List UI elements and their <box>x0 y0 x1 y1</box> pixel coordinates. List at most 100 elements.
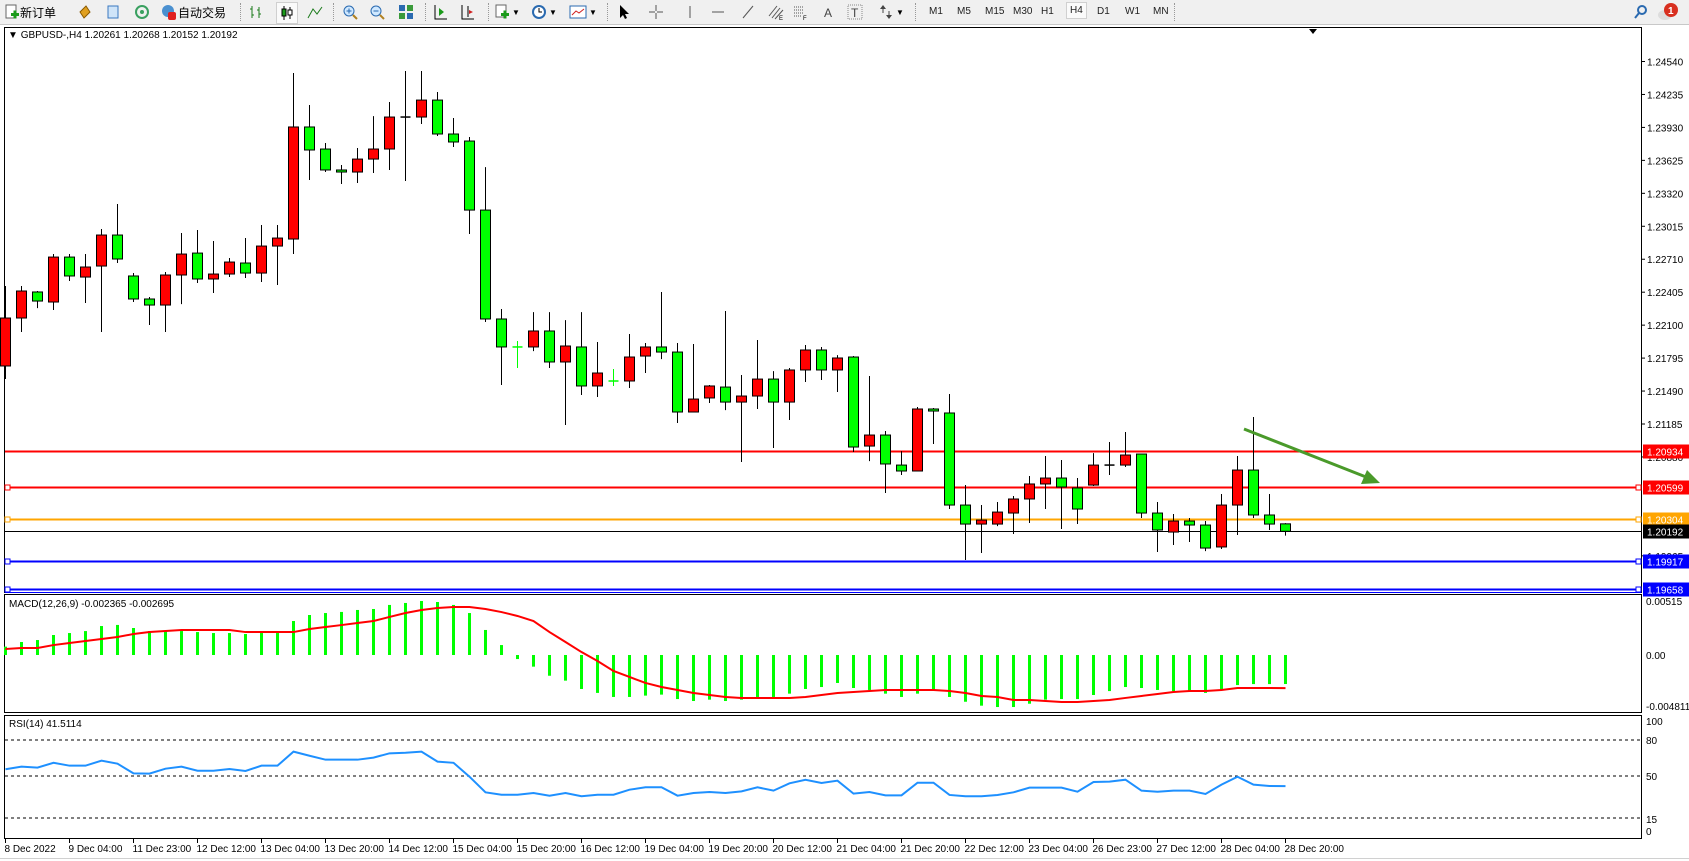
text-icon: A <box>824 6 832 20</box>
level-price-label: 1.20192 <box>1647 528 1684 539</box>
templates-button[interactable]: ▼ <box>569 2 597 22</box>
notifications-button[interactable]: 1 <box>1656 2 1680 22</box>
time-tick-label: 28 Dec 04:00 <box>1221 844 1281 855</box>
periods-button[interactable]: ▼ <box>531 2 557 22</box>
symbol-label: GBPUSD-,H4 <box>21 30 83 41</box>
line-chart-button[interactable] <box>306 2 324 22</box>
candle <box>160 271 171 333</box>
macd-histogram-bar <box>900 655 903 697</box>
time-tick-label: 26 Dec 23:00 <box>1093 844 1153 855</box>
trend-arrow-line[interactable] <box>1243 427 1367 479</box>
timeframe-h4[interactable]: H4 <box>1066 2 1087 19</box>
candle <box>1072 478 1083 525</box>
svg-text:F: F <box>803 16 807 20</box>
candle-body <box>672 351 683 413</box>
candle-body <box>1248 469 1259 516</box>
candle <box>560 320 571 425</box>
arrows-button[interactable]: ▼ <box>878 2 904 22</box>
price-tick-label: 1.23320 <box>1647 189 1684 200</box>
zoom-in-button[interactable] <box>341 2 359 22</box>
candle <box>384 102 395 170</box>
candle <box>80 254 91 303</box>
text-button[interactable]: A <box>820 2 838 22</box>
vertical-line-button[interactable] <box>681 2 699 22</box>
market-watch-button[interactable] <box>76 2 94 22</box>
trend-arrow[interactable] <box>1243 427 1380 484</box>
timeframe-m15[interactable]: M15 <box>985 6 1005 17</box>
candle-body <box>640 346 651 357</box>
price-tick-label: 1.23015 <box>1647 222 1684 233</box>
macd-histogram-bar <box>532 655 535 667</box>
candlestick-button[interactable] <box>276 2 298 24</box>
candle-body <box>224 261 235 275</box>
auto-trading-button[interactable]: 自动交易 <box>160 2 226 22</box>
macd-histogram-bar <box>788 655 791 694</box>
candle <box>32 290 43 309</box>
timeframe-h1[interactable]: H1 <box>1041 6 1054 17</box>
chart-shift-button[interactable] <box>458 2 476 22</box>
candle-body <box>1072 487 1083 510</box>
fibonacci-button[interactable]: F <box>791 2 809 22</box>
macd-histogram-bar <box>660 655 663 695</box>
timeframe-m5[interactable]: M5 <box>957 6 971 17</box>
candle-body <box>1008 498 1019 514</box>
time-tick-label: 20 Dec 12:00 <box>773 844 833 855</box>
candle <box>1152 502 1163 553</box>
timeframe-d1[interactable]: D1 <box>1097 6 1110 17</box>
zoom-out-button[interactable] <box>368 2 386 22</box>
timeframe-m1[interactable]: M1 <box>929 6 943 17</box>
candle-body <box>80 266 91 278</box>
candle-body <box>464 140 475 211</box>
time-tick-label: 16 Dec 12:00 <box>581 844 641 855</box>
new-order-button[interactable]: 新订单 <box>4 2 56 22</box>
candle <box>1168 514 1179 546</box>
signals-button[interactable] <box>133 2 151 22</box>
macd-histogram-bar <box>68 633 71 655</box>
macd-histogram-bar <box>1268 655 1271 685</box>
chart-shift-marker-icon[interactable] <box>1309 29 1317 34</box>
horizontal-line-button[interactable] <box>709 2 727 22</box>
candle <box>1056 459 1067 530</box>
text-label-button[interactable]: T <box>846 2 864 22</box>
level-line-1.19658: 1.19658 <box>4 582 1689 597</box>
time-tick-label: 15 Dec 04:00 <box>453 844 513 855</box>
search-icon <box>1634 5 1647 19</box>
macd-histogram-bar <box>1124 655 1127 688</box>
auto-scroll-button[interactable] <box>431 2 449 22</box>
candle <box>1024 475 1035 523</box>
macd-histogram-bar <box>500 645 503 655</box>
candle <box>528 312 539 352</box>
indicators-button[interactable]: ▼ <box>494 2 520 22</box>
time-tick-label: 8 Dec 2022 <box>5 844 57 855</box>
candle-body <box>0 317 11 367</box>
level-marker-left <box>4 586 11 593</box>
dropdown-arrow-icon: ▼ <box>896 7 904 17</box>
macd-histogram-bar <box>1252 655 1255 685</box>
candle-body <box>848 356 859 448</box>
trendline-button[interactable] <box>739 2 757 22</box>
timeframe-mn[interactable]: MN <box>1153 6 1169 17</box>
tile-windows-icon <box>399 5 413 19</box>
candle <box>816 346 827 381</box>
equidistant-channel-button[interactable]: E <box>767 2 785 22</box>
navigator-button[interactable] <box>104 2 122 22</box>
timeframe-m30[interactable]: M30 <box>1013 6 1033 17</box>
candle <box>720 310 731 411</box>
candle-body <box>336 169 347 173</box>
search-button[interactable] <box>1632 2 1650 22</box>
candle-body <box>736 395 747 403</box>
macd-histogram-bar <box>1028 655 1031 704</box>
macd-histogram-bar <box>868 655 871 690</box>
candle <box>1088 453 1099 487</box>
timeframe-w1[interactable]: W1 <box>1125 6 1140 17</box>
candle <box>832 355 843 393</box>
candle-body <box>272 237 283 247</box>
crosshair-button[interactable] <box>647 2 665 22</box>
candle-body <box>256 245 267 274</box>
bar-chart-button[interactable] <box>247 2 265 22</box>
tile-windows-button[interactable] <box>397 2 415 22</box>
macd-histogram-bar <box>84 631 87 655</box>
cursor-button[interactable] <box>615 2 633 22</box>
